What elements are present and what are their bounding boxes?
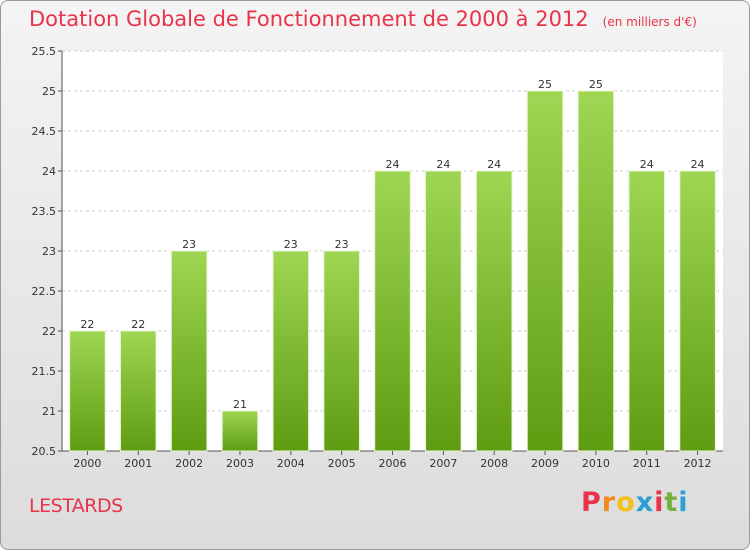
y-tick-label: 21 xyxy=(42,405,56,418)
x-tick-label: 2007 xyxy=(429,457,457,470)
data-label: 24 xyxy=(640,158,654,171)
bar xyxy=(221,410,259,452)
data-label: 24 xyxy=(487,158,501,171)
data-label: 22 xyxy=(80,318,94,331)
brand-letter: r xyxy=(601,487,617,518)
brand-letter: o xyxy=(616,487,636,518)
data-label: 23 xyxy=(284,238,298,251)
title-row: Dotation Globale de Fonctionnement de 20… xyxy=(29,7,697,31)
x-tick-label: 2002 xyxy=(175,457,203,470)
bar xyxy=(272,250,310,452)
bar xyxy=(628,170,666,452)
commune-name: LESTARDS xyxy=(29,495,123,517)
bar xyxy=(425,170,462,452)
y-tick-label: 22.5 xyxy=(32,285,57,298)
bar xyxy=(323,250,360,452)
brand-letter: i xyxy=(678,487,689,518)
chart-unit-note: (en milliers d'€) xyxy=(602,15,697,29)
x-tick-label: 2008 xyxy=(480,457,508,470)
y-tick-label: 21.5 xyxy=(32,365,57,378)
y-tick-label: 23.5 xyxy=(32,205,57,218)
brand-letter: i xyxy=(654,487,665,518)
y-tick-label: 25 xyxy=(42,85,56,98)
brand-letter: P xyxy=(581,487,602,518)
bar xyxy=(69,330,106,452)
bar xyxy=(679,170,716,452)
x-tick-label: 2009 xyxy=(531,457,559,470)
brand-letter: t xyxy=(664,487,679,518)
data-label: 23 xyxy=(182,238,196,251)
x-tick-label: 2001 xyxy=(124,457,152,470)
y-tick-label: 20.5 xyxy=(32,445,57,458)
data-label: 25 xyxy=(589,78,603,91)
y-tick-label: 24 xyxy=(42,165,56,178)
x-tick-label: 2012 xyxy=(684,457,712,470)
x-tick-label: 2010 xyxy=(582,457,610,470)
x-tick-label: 2000 xyxy=(73,457,101,470)
data-label: 24 xyxy=(691,158,705,171)
data-label: 24 xyxy=(386,158,400,171)
brand-letter: x xyxy=(635,487,655,518)
chart-title: Dotation Globale de Fonctionnement de 20… xyxy=(29,7,589,31)
x-tick-label: 2006 xyxy=(379,457,407,470)
y-tick-label: 23 xyxy=(42,245,56,258)
data-label: 24 xyxy=(436,158,450,171)
bar xyxy=(119,330,157,452)
bar xyxy=(475,170,513,452)
y-tick-label: 22 xyxy=(42,325,56,338)
x-tick-label: 2003 xyxy=(226,457,254,470)
y-tick-label: 24.5 xyxy=(32,125,57,138)
data-label: 23 xyxy=(335,238,349,251)
y-tick-label: 25.5 xyxy=(32,45,57,58)
x-tick-label: 2005 xyxy=(328,457,356,470)
data-label: 25 xyxy=(538,78,552,91)
x-tick-label: 2004 xyxy=(277,457,305,470)
brand-logo: Proxiti xyxy=(581,487,689,518)
x-tick-label: 2011 xyxy=(633,457,661,470)
data-label: 22 xyxy=(131,318,145,331)
bar xyxy=(374,170,411,452)
bar xyxy=(577,90,615,452)
data-label: 21 xyxy=(233,398,247,411)
bar xyxy=(526,90,564,452)
bar xyxy=(170,250,208,452)
